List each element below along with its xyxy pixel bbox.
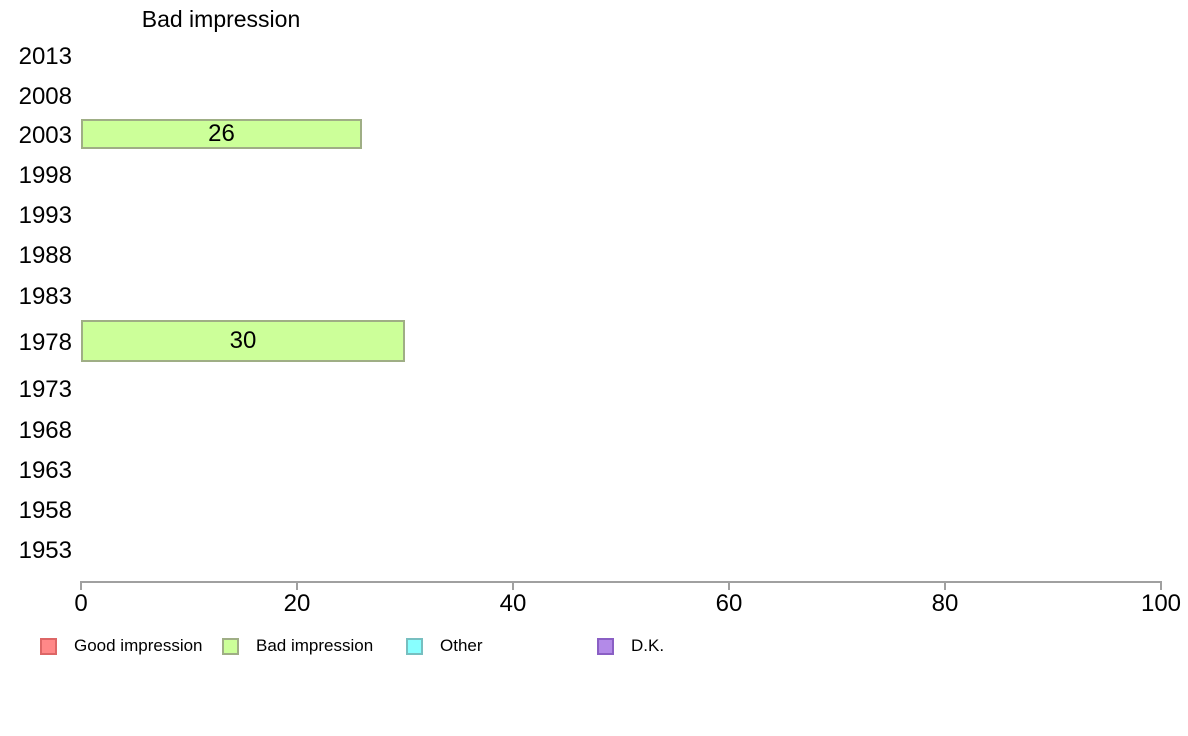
x-axis-tick-20 xyxy=(296,581,298,590)
y-axis-label-1993: 1993 xyxy=(18,202,72,229)
x-axis-tick-label-0: 0 xyxy=(74,590,88,617)
legend-label-good-impression: Good impression xyxy=(74,636,203,655)
bar-value-label: 30 xyxy=(229,327,257,354)
x-axis-tick-label-40: 40 xyxy=(499,590,527,617)
x-axis-tick-80 xyxy=(944,581,946,590)
chart-title: Bad impression xyxy=(141,6,301,32)
legend-item-other: Other xyxy=(406,633,483,659)
x-axis-tick-40 xyxy=(512,581,514,590)
y-axis-label-2013: 2013 xyxy=(18,43,72,70)
legend-swatch-d-k xyxy=(597,637,614,655)
y-axis-label-2008: 2008 xyxy=(18,83,72,110)
y-axis-label-1983: 1983 xyxy=(18,283,72,310)
legend-swatch-bad-impression xyxy=(222,637,239,655)
legend-swatch-other xyxy=(406,637,423,655)
y-axis-label-1973: 1973 xyxy=(18,376,72,403)
bar-bad-impression-2003: 26 xyxy=(81,119,362,149)
x-axis-tick-label-20: 20 xyxy=(283,590,311,617)
x-axis-tick-60 xyxy=(728,581,730,590)
x-axis-line xyxy=(81,581,1162,583)
y-axis-label-1963: 1963 xyxy=(18,457,72,484)
y-axis-label-1998: 1998 xyxy=(18,162,72,189)
bar-value-label: 26 xyxy=(208,120,235,147)
legend-label-bad-impression: Bad impression xyxy=(256,636,374,655)
y-axis-label-1958: 1958 xyxy=(18,497,72,524)
x-axis-tick-label-60: 60 xyxy=(715,590,743,617)
y-axis-label-1968: 1968 xyxy=(18,417,72,444)
x-axis-tick-100 xyxy=(1160,581,1162,590)
legend-item-good-impression: Good impression xyxy=(40,633,203,659)
legend-item-d-k: D.K. xyxy=(597,633,664,659)
legend-label-other: Other xyxy=(440,636,483,655)
x-axis-tick-0 xyxy=(80,581,82,590)
legend-swatch-good-impression xyxy=(40,637,57,655)
x-axis-tick-label-80: 80 xyxy=(931,590,959,617)
y-axis-label-1978: 1978 xyxy=(18,329,72,356)
bar-bad-impression-1978: 30 xyxy=(81,320,405,362)
legend-label-d-k: D.K. xyxy=(631,636,665,655)
legend-item-bad-impression: Bad impression xyxy=(222,633,373,659)
y-axis-label-1953: 1953 xyxy=(18,537,72,564)
y-axis-label-2003: 2003 xyxy=(18,122,72,149)
y-axis-label-1988: 1988 xyxy=(18,242,72,269)
x-axis-tick-label-100: 100 xyxy=(1140,590,1182,617)
